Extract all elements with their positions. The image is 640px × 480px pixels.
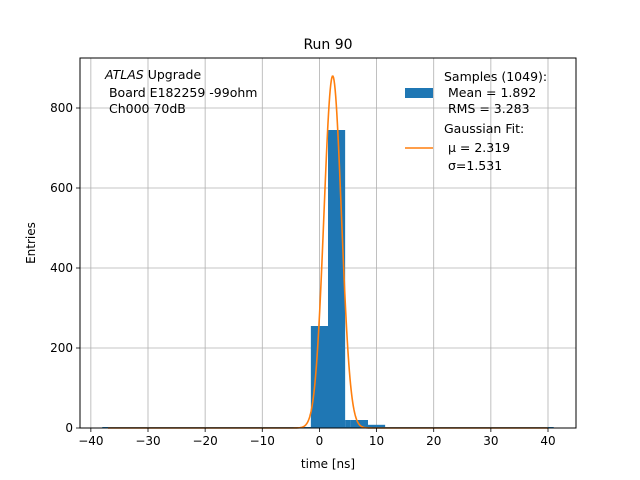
y-axis-label: Entries bbox=[24, 222, 38, 264]
legend-hist-line-3: RMS = 3.283 bbox=[444, 101, 530, 116]
legend-fit-line-2: μ = 2.319 bbox=[444, 140, 510, 155]
x-tick-label: 20 bbox=[426, 434, 441, 448]
y-tick-label: 800 bbox=[50, 101, 73, 115]
y-tick-label: 200 bbox=[50, 341, 73, 355]
x-tick-label: −10 bbox=[250, 434, 275, 448]
histogram-bar bbox=[328, 130, 346, 428]
annotation-line-2: Board E182259 -99ohm bbox=[105, 85, 257, 100]
plot-frame bbox=[79, 57, 577, 429]
y-tick-label: 400 bbox=[50, 261, 73, 275]
legend: Samples (1049): Mean = 1.892 RMS = 3.283… bbox=[405, 69, 547, 173]
plot-annotation: ATLAS Upgrade Board E182259 -99ohm Ch000… bbox=[104, 67, 257, 116]
histogram-bar bbox=[368, 424, 386, 428]
x-tick-label: 30 bbox=[483, 434, 498, 448]
annotation-atlas: ATLAS bbox=[104, 67, 144, 82]
x-tick-label: 10 bbox=[369, 434, 384, 448]
annotation-line-1: ATLAS Upgrade bbox=[104, 67, 201, 82]
x-axis-label: time [ns] bbox=[301, 457, 355, 471]
chart-title: Run 90 bbox=[303, 37, 352, 53]
x-tick-label: 40 bbox=[540, 434, 555, 448]
histogram-bar bbox=[345, 420, 351, 428]
legend-hist-line-1: Samples (1049): bbox=[444, 69, 547, 84]
legend-fit-line-3: σ=1.531 bbox=[444, 158, 502, 173]
legend-fit-line-1: Gaussian Fit: bbox=[444, 121, 524, 136]
annotation-upgrade: Upgrade bbox=[144, 67, 202, 82]
histogram-bar bbox=[310, 326, 328, 428]
x-tick-label: 0 bbox=[316, 434, 324, 448]
x-tick-label: −20 bbox=[192, 434, 217, 448]
legend-hist-line-2: Mean = 1.892 bbox=[444, 85, 536, 100]
y-tick-label: 0 bbox=[65, 421, 73, 435]
x-tick-label: −30 bbox=[135, 434, 160, 448]
x-tick-label: −40 bbox=[78, 434, 103, 448]
legend-hist-swatch bbox=[405, 88, 433, 98]
y-tick-label: 600 bbox=[50, 181, 73, 195]
annotation-line-3: Ch000 70dB bbox=[105, 101, 186, 116]
